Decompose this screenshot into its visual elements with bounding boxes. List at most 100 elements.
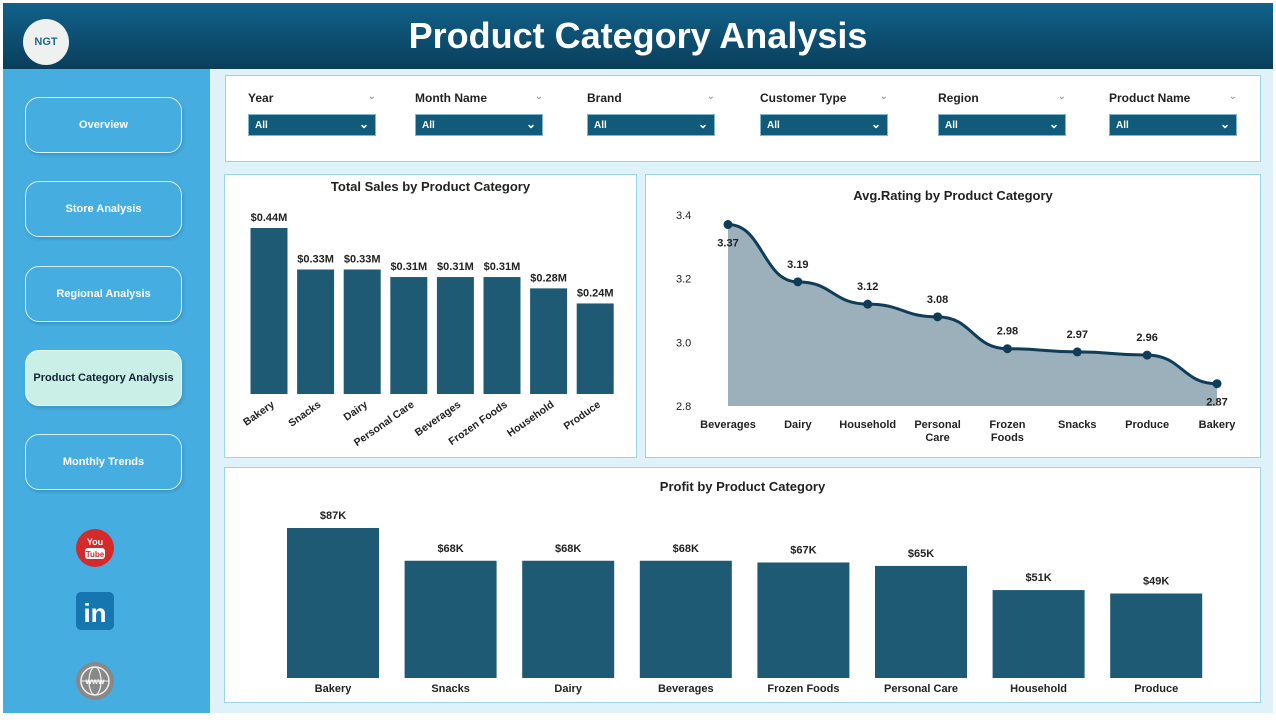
data-label: 3.19 <box>787 259 808 271</box>
bar <box>404 560 497 678</box>
data-point <box>1142 350 1152 360</box>
filter-product-name[interactable]: Product Name ⌄ All ⌄ <box>1109 91 1237 136</box>
y-tick-label: 3.0 <box>676 337 691 349</box>
nav-store-analysis[interactable]: Store Analysis <box>25 181 182 237</box>
data-label: 3.08 <box>927 294 948 306</box>
data-label: 2.96 <box>1136 332 1157 344</box>
filter-customer-type[interactable]: Customer Type ⌄ All ⌄ <box>760 91 888 136</box>
x-tick-label: Dairy <box>784 419 812 431</box>
bar <box>343 269 381 394</box>
filter-label: Region <box>938 91 979 105</box>
filter-month-name[interactable]: Month Name ⌄ All ⌄ <box>415 91 543 136</box>
data-label: $0.24M <box>577 287 614 299</box>
filter-label: Customer Type <box>760 91 847 105</box>
x-tick-label: Household <box>1010 683 1067 695</box>
page-title: Product Category Analysis <box>408 15 868 56</box>
bar <box>390 277 428 394</box>
filter-brand[interactable]: Brand ⌄ All ⌄ <box>587 91 715 136</box>
bar <box>483 277 521 394</box>
nav-product-category-analysis[interactable]: Product Category Analysis <box>25 350 182 406</box>
x-tick-label: Produce <box>1125 419 1169 431</box>
chart-title: Avg.Rating by Product Category <box>853 188 1053 203</box>
filter-region[interactable]: Region ⌄ All ⌄ <box>938 91 1066 136</box>
chevron-down-icon: ⌄ <box>1219 117 1230 131</box>
chevron-down-icon: ⌄ <box>525 117 536 131</box>
data-point <box>1002 344 1012 354</box>
filter-value: All <box>945 120 958 131</box>
data-label: $68K <box>673 543 699 555</box>
nav-regional-analysis[interactable]: Regional Analysis <box>25 266 182 322</box>
data-label: $0.31M <box>390 261 427 273</box>
data-label: 3.12 <box>857 281 878 293</box>
bar <box>522 560 615 678</box>
data-label: $0.33M <box>344 254 381 266</box>
data-point <box>1072 347 1082 357</box>
filter-panel: Year ⌄ All ⌄ Month Name ⌄ All ⌄ Brand ⌄ All ⌄ Custom… <box>225 75 1261 162</box>
x-tick-label: Frozen <box>989 419 1025 431</box>
data-label: 3.37 <box>717 238 738 250</box>
filter-value: All <box>594 120 607 131</box>
filter-select[interactable]: All ⌄ <box>760 114 888 136</box>
filter-value: All <box>767 120 780 131</box>
nav-monthly-trends[interactable]: Monthly Trends <box>25 434 182 490</box>
linkedin-icon[interactable]: in <box>75 591 115 631</box>
y-tick-label: 3.2 <box>676 274 691 286</box>
header: NGT Product Category Analysis <box>3 3 1273 69</box>
total-sales-chart: Total Sales by Product Category $0.44M Ba… <box>224 174 637 458</box>
data-label: $87K <box>320 510 346 522</box>
filter-select[interactable]: All ⌄ <box>1109 114 1237 136</box>
data-point <box>723 220 733 230</box>
filter-value: All <box>255 120 268 131</box>
filter-value: All <box>1116 120 1129 131</box>
data-label: $65K <box>908 548 934 560</box>
chevron-down-icon[interactable]: ⌄ <box>706 91 715 102</box>
filter-label: Brand <box>587 91 622 105</box>
x-tick-label: Foods <box>991 432 1024 444</box>
svg-text:Tube: Tube <box>86 550 105 559</box>
x-tick-label: Household <box>505 399 556 440</box>
chevron-down-icon: ⌄ <box>870 117 881 131</box>
filter-select[interactable]: All ⌄ <box>938 114 1066 136</box>
x-tick-label: Household <box>839 419 896 431</box>
filter-select[interactable]: All ⌄ <box>415 114 543 136</box>
x-tick-label: Snacks <box>431 683 470 695</box>
x-tick-label: Beverages <box>658 683 714 695</box>
filter-select[interactable]: All ⌄ <box>587 114 715 136</box>
chart-title: Profit by Product Category <box>659 479 826 494</box>
globe-icon[interactable]: www <box>75 661 115 701</box>
chevron-down-icon[interactable]: ⌄ <box>1057 91 1066 102</box>
x-tick-label: Personal <box>914 419 960 431</box>
chevron-down-icon[interactable]: ⌄ <box>534 91 543 102</box>
svg-text:You: You <box>87 537 103 547</box>
bar <box>757 562 850 678</box>
x-tick-label: Care <box>925 432 949 444</box>
bar <box>639 560 732 678</box>
sidebar: Overview Store Analysis Regional Analysi… <box>3 69 210 713</box>
x-tick-label: Snacks <box>286 399 323 430</box>
y-tick-label: 2.8 <box>676 401 691 413</box>
bar <box>875 565 967 678</box>
youtube-icon[interactable]: You Tube <box>75 528 115 568</box>
bar <box>530 288 568 394</box>
bar <box>287 528 379 678</box>
chevron-down-icon: ⌄ <box>697 117 708 131</box>
data-label: 2.87 <box>1206 397 1227 409</box>
x-tick-label: Bakery <box>241 399 277 429</box>
data-label: $68K <box>437 543 463 555</box>
filter-year[interactable]: Year ⌄ All ⌄ <box>248 91 376 136</box>
bar <box>576 303 614 394</box>
chevron-down-icon: ⌄ <box>358 117 369 131</box>
filter-select[interactable]: All ⌄ <box>248 114 376 136</box>
x-tick-label: Beverages <box>700 419 756 431</box>
chevron-down-icon[interactable]: ⌄ <box>879 91 888 102</box>
data-label: $0.28M <box>530 272 567 284</box>
chevron-down-icon[interactable]: ⌄ <box>1228 91 1237 102</box>
x-tick-label: Produce <box>1134 683 1178 695</box>
nav-overview[interactable]: Overview <box>25 97 182 153</box>
svg-text:www: www <box>85 677 105 686</box>
filter-label: Month Name <box>415 91 487 105</box>
chevron-down-icon[interactable]: ⌄ <box>367 91 376 102</box>
chevron-down-icon: ⌄ <box>1048 117 1059 131</box>
data-point <box>933 312 943 322</box>
logo-text: NGT <box>34 36 58 48</box>
